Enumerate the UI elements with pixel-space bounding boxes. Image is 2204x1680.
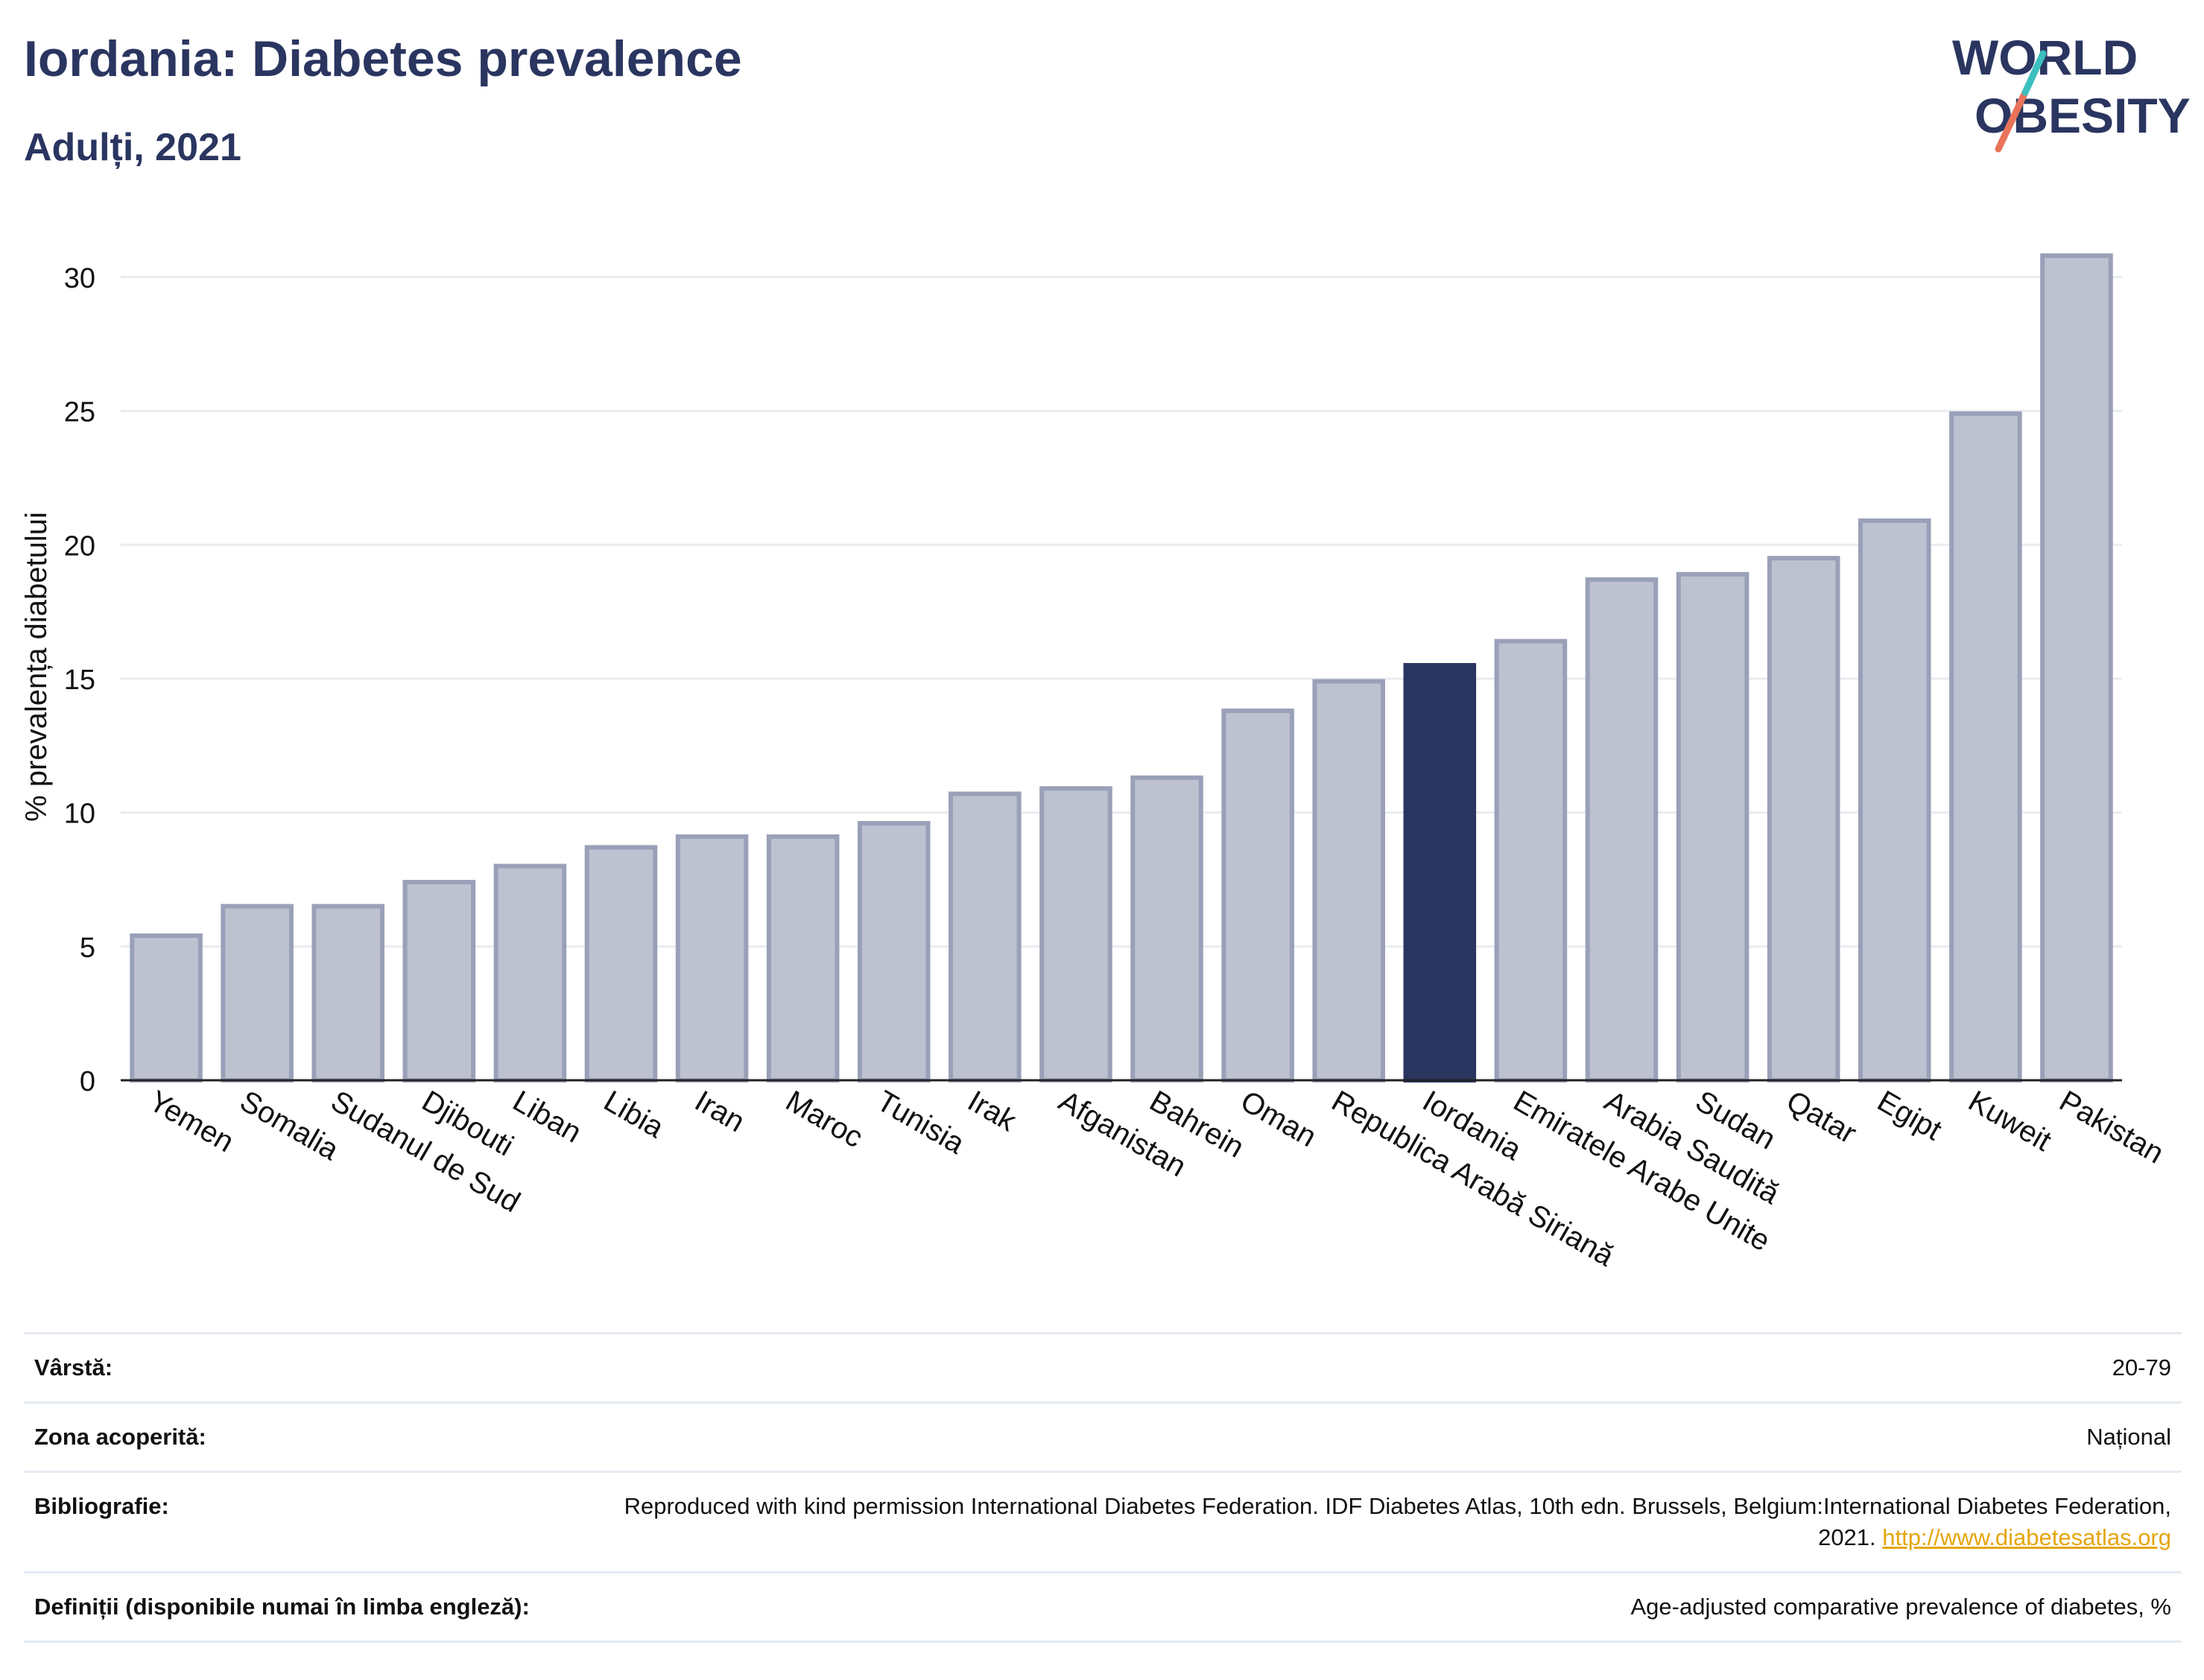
bar-oman[interactable]	[1221, 709, 1294, 1083]
page-title: Iordania: Diabetes prevalence	[24, 31, 742, 87]
x-tick-label: Qatar	[1781, 1085, 1862, 1150]
bar-sudan[interactable]	[1676, 571, 1749, 1083]
meta-area-label: Zona acoperită:	[24, 1401, 566, 1472]
meta-row-age: Vârstă: 20-79	[24, 1332, 2182, 1403]
meta-row-bibliography: Bibliografie: Reproduced with kind permi…	[24, 1471, 2182, 1573]
logo-line2: OBESITY	[1975, 88, 2191, 143]
x-tick-label: Iran	[689, 1085, 750, 1139]
meta-row-area: Zona acoperită: Național	[24, 1401, 2182, 1472]
meta-bib-link[interactable]: http://www.diabetesatlas.org	[1882, 1524, 2171, 1550]
bar-yemen[interactable]	[130, 933, 203, 1083]
y-tick-label: 20	[64, 530, 95, 562]
bar-iordania[interactable]	[1403, 662, 1477, 1083]
meta-area-value: Național	[566, 1401, 2182, 1472]
bar-arabia-saudită[interactable]	[1585, 577, 1659, 1083]
logo-slash-coral	[1995, 89, 2029, 153]
bar-iran[interactable]	[675, 834, 749, 1083]
bar-irak[interactable]	[949, 791, 1022, 1083]
x-tick-label: Pakistan	[2053, 1085, 2169, 1170]
bar-egipt[interactable]	[1858, 518, 1931, 1083]
y-tick-label: 0	[80, 1066, 95, 1097]
y-axis-ticks: 0 5 10 15 20 25 30	[64, 263, 95, 1097]
bar-qatar[interactable]	[1767, 556, 1840, 1083]
world-obesity-logo: WORLD OBESITY	[1952, 30, 2191, 153]
bar-sudanul-de-sud[interactable]	[311, 904, 385, 1083]
bar-tunisia[interactable]	[857, 821, 931, 1083]
x-tick-label: Liban	[507, 1085, 587, 1150]
bar-liban[interactable]	[493, 863, 567, 1083]
meta-row-definition: Definiții (disponibile numai în limba en…	[24, 1571, 2182, 1643]
logo-slash-teal	[2021, 50, 2047, 96]
meta-def-value: Age-adjusted comparative prevalence of d…	[566, 1571, 2182, 1643]
meta-def-label: Definiții (disponibile numai în limba en…	[24, 1571, 566, 1643]
y-tick-label: 5	[80, 932, 95, 963]
bar-bahrein[interactable]	[1130, 775, 1203, 1083]
x-tick-label: Libia	[598, 1085, 670, 1145]
y-tick-label: 25	[64, 397, 95, 428]
bar-emiratele-arabe-unite[interactable]	[1494, 638, 1568, 1083]
x-tick-label: Somalia	[235, 1085, 345, 1167]
y-axis-label: % prevalența diabetului	[20, 512, 53, 822]
page-subtitle: Adulți, 2021	[24, 126, 241, 169]
bar-afganistan[interactable]	[1039, 786, 1112, 1083]
bar-djibouti[interactable]	[402, 880, 476, 1083]
meta-age-value: 20-79	[566, 1332, 2182, 1403]
bar-pakistan[interactable]	[2040, 253, 2113, 1083]
y-tick-label: 30	[64, 263, 95, 294]
bar-libia[interactable]	[584, 845, 658, 1083]
x-tick-label: Tunisia	[871, 1085, 970, 1161]
x-tick-label: Oman	[1235, 1085, 1322, 1154]
x-tick-label: Yemen	[144, 1085, 240, 1159]
bar-somalia[interactable]	[221, 904, 294, 1083]
x-tick-label: Irak	[962, 1085, 1022, 1138]
metadata-table: Vârstă: 20-79 Zona acoperită: Național B…	[24, 1332, 2182, 1643]
x-tick-label: Maroc	[780, 1085, 868, 1155]
bar-kuweit[interactable]	[1949, 411, 2022, 1083]
meta-bib-text: Reproduced with kind permission Internat…	[624, 1493, 2171, 1550]
meta-age-label: Vârstă:	[24, 1332, 566, 1403]
meta-bib-label: Bibliografie:	[24, 1471, 566, 1573]
x-tick-label: Egipt	[1872, 1085, 1947, 1147]
bars	[130, 253, 2113, 1083]
bar-maroc[interactable]	[766, 834, 840, 1083]
meta-bib-value: Reproduced with kind permission Internat…	[566, 1471, 2182, 1573]
bar-republica-arabă-siriană[interactable]	[1312, 679, 1386, 1083]
y-tick-label: 10	[64, 799, 95, 830]
x-tick-label: Kuweit	[1963, 1085, 2056, 1158]
y-tick-label: 15	[64, 665, 95, 696]
